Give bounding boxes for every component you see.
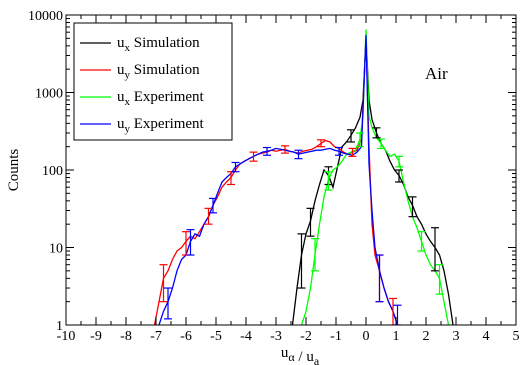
legend-label: uy Simulation: [117, 62, 200, 81]
axes-layer: -10 -9 -8 -7 -6 -5 -4 -3 -2 -1 0 1 2 3 4 51101001000100…: [28, 9, 520, 344]
x-tick-label: 1: [393, 329, 400, 344]
x-tick-label: -2: [300, 329, 312, 344]
error-bar: [164, 287, 172, 320]
error-bar: [311, 238, 319, 272]
series-line-3: [300, 29, 450, 325]
error-bar: [182, 231, 190, 256]
legend-entry: uy Simulation: [80, 62, 200, 81]
y-tick-label: 10000: [28, 9, 63, 24]
y-tick-label: 100: [42, 164, 63, 179]
x-tick-label: 0: [363, 329, 370, 344]
error-bar: [294, 149, 303, 160]
error-bar: [159, 264, 168, 303]
error-bar: [306, 207, 315, 237]
y-tick-label: 10: [49, 242, 63, 257]
legend-label: ux Experiment: [117, 89, 205, 108]
error-bar: [375, 254, 384, 303]
error-bar: [435, 264, 444, 295]
x-tick-label: -8: [120, 329, 132, 344]
error-bar: [408, 196, 417, 218]
error-bar: [317, 139, 325, 148]
x-tick-label: -1: [330, 329, 342, 344]
legend-label: uy Experiment: [117, 116, 205, 135]
x-tick-label: -10: [57, 329, 76, 344]
error-bar: [209, 197, 217, 214]
error-bar: [204, 207, 213, 225]
x-axis-title: uα / ua: [281, 345, 320, 365]
error-bar: [231, 161, 240, 173]
x-tick-label: -7: [150, 329, 162, 344]
error-bar: [281, 145, 289, 154]
error-bar: [348, 147, 357, 157]
error-bar: [377, 138, 385, 149]
legend-entry: ux Simulation: [80, 35, 200, 54]
error-bar: [356, 132, 364, 148]
error-bar: [347, 129, 355, 143]
x-tick-label: 4: [483, 329, 490, 344]
error-bar: [297, 233, 306, 289]
error-bar: [186, 229, 195, 256]
error-bar: [263, 146, 271, 156]
error-bar: [395, 155, 403, 168]
error-bar: [431, 227, 439, 272]
y-tick-label: 1: [56, 319, 63, 334]
error-bar-layer: [159, 127, 444, 325]
error-bar: [335, 146, 343, 156]
error-bar: [372, 127, 381, 139]
error-bar: [249, 151, 258, 162]
x-tick-label: -3: [270, 329, 282, 344]
legend-entry: ux Experiment: [80, 89, 205, 108]
y-tick-label: 1000: [35, 87, 63, 102]
error-bar: [395, 169, 403, 183]
x-tick-label: -4: [240, 329, 252, 344]
x-tick-label: -5: [210, 329, 222, 344]
y-axis-title: Counts: [6, 149, 22, 192]
x-tick-label: -6: [180, 329, 192, 344]
x-tick-label: -9: [90, 329, 102, 344]
x-tick-label: 2: [423, 329, 430, 344]
legend: ux Simulation uy Simulation ux Experiment u…: [73, 22, 233, 141]
legend-entry: uy Experiment: [80, 116, 205, 135]
error-bar: [393, 304, 402, 325]
series-line-1: [291, 38, 454, 325]
error-bar: [324, 171, 333, 191]
error-bar: [417, 231, 426, 252]
legend-label: ux Simulation: [117, 35, 200, 54]
error-bar: [389, 297, 397, 325]
x-tick-label: 5: [513, 329, 520, 344]
x-tick-label: 3: [453, 329, 460, 344]
series-line-2: [153, 38, 399, 325]
annotation-air: Air: [425, 64, 448, 83]
